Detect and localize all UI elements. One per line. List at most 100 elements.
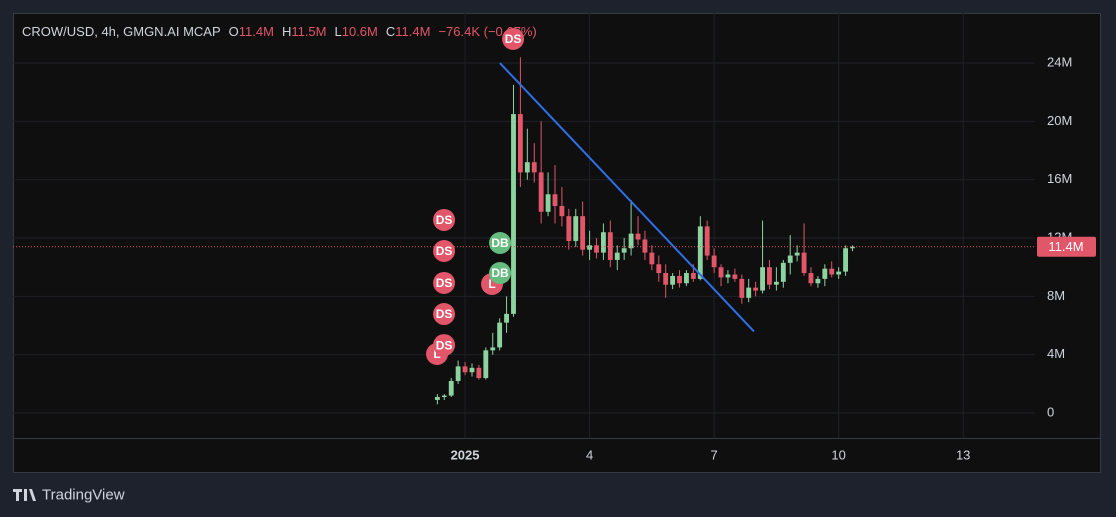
candle-body: [476, 367, 482, 379]
ohlc-value: 11.4M: [395, 24, 430, 39]
symbol-title: CROW/USD, 4h, GMGN.AI MCAP: [22, 24, 221, 39]
candle-body: [690, 273, 696, 279]
signal-marker: [489, 262, 512, 285]
candle-body: [628, 233, 634, 249]
candle-body: [490, 347, 496, 351]
candle-body: [829, 268, 835, 275]
candle-body: [635, 233, 641, 240]
candle-body: [808, 273, 814, 284]
candle-body: [843, 248, 849, 272]
candle-body: [497, 322, 503, 348]
candle-body: [441, 395, 447, 398]
candle-body: [670, 275, 676, 285]
candle-body: [850, 246, 855, 249]
candle-body: [621, 248, 627, 253]
candle-body: [760, 267, 765, 291]
candle-body: [607, 232, 613, 260]
signal-marker: [489, 232, 512, 255]
candle-body: [566, 216, 572, 241]
candle-body: [815, 278, 821, 284]
logo-mark: [13, 489, 36, 501]
y-tick-label: 24M: [1047, 54, 1072, 69]
grid: [13, 13, 1035, 438]
candle-body: [663, 273, 669, 285]
candle-body: [448, 380, 454, 396]
candle-body: [545, 194, 551, 212]
x-tick-label: 7: [711, 447, 718, 462]
signal-marker: [433, 334, 456, 357]
candle-body: [511, 114, 516, 314]
candle-body: [773, 281, 779, 285]
signal-marker: [433, 271, 456, 294]
candle-body: [614, 252, 620, 260]
ohlc-key: H: [282, 24, 291, 39]
trend-line: [499, 62, 755, 333]
candle-body: [780, 262, 786, 282]
brand-logo: TradingView: [13, 486, 125, 503]
ohlc-key: L: [335, 24, 342, 39]
candle-body: [746, 287, 752, 298]
x-tick-label: 2025: [451, 447, 480, 462]
x-tick-label: 10: [831, 447, 845, 462]
candle-body: [538, 172, 544, 212]
ohlc-value: 10.6M: [342, 24, 378, 39]
candle-body: [677, 275, 682, 284]
y-tick-label: 16M: [1047, 171, 1072, 186]
ohlc-key: O: [229, 24, 239, 39]
candle-body: [517, 114, 523, 173]
ohlc-value: 11.4M: [239, 24, 274, 39]
signal-label: DS: [505, 32, 522, 46]
candle-body: [767, 267, 772, 285]
signal-label: DS: [436, 307, 453, 321]
signal-label: L: [488, 277, 495, 291]
candle-body: [504, 313, 509, 323]
brand-name: TradingView: [42, 486, 125, 503]
candle-body: [704, 226, 710, 256]
signal-label: DS: [436, 244, 453, 258]
candle-body: [600, 232, 606, 253]
candle-body: [642, 239, 648, 253]
candle-body: [552, 194, 558, 206]
candle-body: [594, 245, 599, 253]
candle-body: [684, 273, 689, 284]
signal-label: DB: [491, 236, 509, 250]
y-tick-label: 0: [1047, 404, 1054, 419]
candle-body: [656, 264, 662, 274]
candle-body: [739, 278, 745, 298]
candle-body: [531, 162, 537, 173]
candle-body: [787, 255, 793, 263]
candle-body: [649, 252, 655, 265]
candle-body: [718, 267, 724, 278]
candle-body: [469, 367, 475, 373]
x-tick-label: 13: [956, 447, 970, 462]
last-price-box: [1037, 236, 1096, 257]
candle-body: [711, 255, 717, 268]
candle-body: [753, 287, 759, 291]
candle-body: [801, 252, 807, 274]
candle-body: [725, 274, 731, 278]
candle-body: [559, 205, 565, 217]
signal-label: L: [433, 347, 440, 361]
signal-marker: [433, 208, 456, 231]
candle-body: [434, 397, 440, 400]
signal-marker: [502, 27, 525, 50]
y-tick-label: 8M: [1047, 288, 1065, 303]
signal-label: DS: [436, 276, 453, 290]
signal-marker: [433, 303, 456, 326]
candle-body: [573, 216, 579, 241]
candle-body: [587, 245, 593, 250]
y-tick-label: 20M: [1047, 113, 1072, 128]
candle-body: [462, 366, 468, 373]
ohlc-value: 11.5M: [291, 24, 326, 39]
ohlc-key: C: [386, 24, 395, 39]
candle-body: [580, 216, 586, 250]
signal-label: DB: [491, 266, 509, 280]
y-tick-label: 4M: [1047, 346, 1065, 361]
signal-label: DS: [436, 213, 453, 227]
last-price-label: 11.4M: [1048, 239, 1083, 254]
signal-marker: [433, 240, 456, 263]
candle-body: [794, 252, 800, 256]
